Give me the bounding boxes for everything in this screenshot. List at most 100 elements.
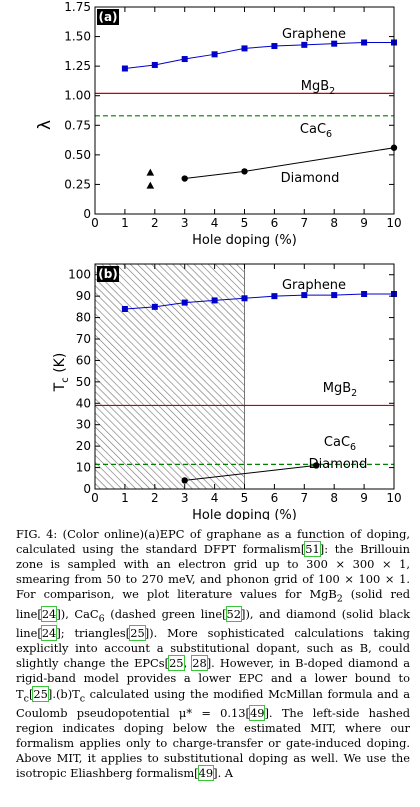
reference-link[interactable]: 25: [129, 625, 146, 642]
x-tick-label: 10: [386, 216, 401, 230]
reference-link[interactable]: 28: [191, 655, 208, 672]
x-tick-label: 5: [241, 491, 249, 505]
x-tick-label: 1: [121, 491, 129, 505]
y-tick-label: 1.50: [64, 30, 91, 44]
y-tick-label: 10: [76, 461, 91, 475]
x-tick-label: 7: [300, 216, 308, 230]
mgb2-label: MgB2: [301, 79, 335, 97]
reference-link[interactable]: 52: [225, 605, 242, 622]
diamond-label: Diamond: [281, 171, 340, 186]
x-tick-label: 9: [360, 216, 368, 230]
data-point-graphene: [331, 40, 338, 47]
data-point-graphene: [271, 293, 278, 300]
data-point-graphene: [271, 43, 278, 50]
figure: 0 1 2 3 4 5 6 7 8 9 1000.250.500.751.001.251.501.7…: [35, 0, 402, 520]
x-tick-label: 7: [300, 491, 308, 505]
y-tick-label: 60: [76, 353, 91, 367]
x-tick-label: 4: [211, 216, 219, 230]
data-point-diamond: [241, 168, 248, 175]
y-tick-label: 0.50: [64, 148, 91, 162]
data-point-graphene: [121, 65, 128, 72]
data-point-graphene: [181, 56, 188, 63]
data-point-diamond: [181, 175, 188, 182]
data-point-graphene: [121, 306, 128, 312]
data-point-graphene: [181, 299, 188, 306]
panel-label: (a): [98, 10, 117, 24]
x-tick-label: 8: [330, 491, 338, 505]
x-tick-label: 6: [271, 216, 279, 230]
plot-frame: [94, 6, 395, 215]
data-point-graphene: [301, 292, 308, 299]
x-tick-label: 3: [181, 491, 189, 505]
x-tick-label: 0: [91, 491, 99, 505]
x-tick-label: 9: [360, 491, 368, 505]
data-point-graphene: [241, 45, 248, 52]
diamond-label: Diamond: [309, 457, 368, 472]
x-tick-label: 1: [121, 216, 129, 230]
x-tick-label: 8: [330, 216, 338, 230]
panel-label-box: [97, 9, 119, 25]
reference-link[interactable]: 24: [40, 625, 58, 642]
x-tick-label: 6: [271, 491, 279, 505]
y-tick-label: 1.25: [64, 59, 91, 73]
y-tick-label: 0: [83, 207, 91, 221]
data-point-graphene: [241, 295, 248, 302]
y-tick-label: 0: [83, 482, 91, 496]
x-axis-label: Hole doping (%): [192, 233, 297, 248]
x-tick-label: 2: [151, 491, 159, 505]
data-point-graphene: [151, 61, 158, 68]
data-point-diamond: [181, 477, 188, 484]
series-line-diamond: [184, 464, 317, 481]
data-point-graphene: [211, 51, 218, 58]
data-point-graphene: [151, 303, 158, 310]
reference-link[interactable]: 49: [197, 765, 215, 782]
y-tick-label: 30: [76, 418, 91, 432]
y-tick-label: 1.00: [64, 89, 91, 103]
y-tick-label: 70: [76, 332, 91, 346]
panel-label-box: [97, 266, 119, 282]
cac6-label: CaC6: [300, 122, 332, 140]
reference-link[interactable]: 49: [249, 704, 266, 721]
graphene-label: Graphene: [282, 27, 346, 42]
x-tick-label: 2: [151, 216, 159, 230]
reference-link[interactable]: 24: [40, 605, 58, 622]
reference-link[interactable]: 25: [168, 655, 185, 672]
data-point-graphene: [301, 41, 308, 48]
data-point-graphene: [361, 291, 368, 297]
hatched-region: [95, 264, 245, 489]
series-line-graphene: [124, 293, 394, 310]
graphene-label: Graphene: [282, 278, 346, 293]
y-tick-label: 50: [76, 375, 91, 389]
x-tick-label: 10: [386, 491, 401, 505]
panel-label: (b): [98, 267, 118, 281]
y-tick-label: 40: [76, 396, 91, 410]
series-line-graphene: [124, 41, 394, 70]
y-tick-label: 0.75: [64, 118, 91, 132]
cac6-label: CaC6: [324, 435, 356, 453]
x-tick-label: 0: [91, 216, 99, 230]
x-tick-label: 4: [211, 491, 219, 505]
data-point-graphene: [211, 297, 218, 304]
data-point-diamond: [313, 462, 320, 469]
y-axis-label: λ: [35, 120, 55, 130]
x-tick-label: 3: [181, 216, 189, 230]
reference-link[interactable]: 25: [32, 685, 49, 702]
figure-caption: FIG. 4: (Color online)(a)EPC of graphane…: [16, 527, 410, 782]
y-tick-label: 80: [76, 311, 91, 325]
y-tick-label: 100: [68, 268, 91, 282]
y-tick-label: 0.25: [64, 177, 91, 191]
x-tick-label: 5: [241, 216, 249, 230]
y-axis-label: Tc (K): [52, 353, 71, 393]
y-tick-label: 90: [76, 289, 91, 303]
reference-link[interactable]: 51: [304, 541, 321, 558]
data-point-triangle: [146, 168, 155, 176]
panel-a: 0 1 2 3 4 5 6 7 8 9 10 0 0.25 0.50 0.75 1.00 1.25 1.50 1.7…: [35, 0, 402, 248]
x-axis-label: Hole doping (%): [192, 508, 297, 520]
data-point-graphene: [361, 39, 368, 46]
y-tick-label: 1.75: [64, 0, 91, 14]
y-tick-label: 20: [76, 439, 91, 453]
data-point-graphene: [331, 292, 338, 299]
data-point-triangle: [146, 181, 155, 189]
mgb2-label: MgB2: [323, 381, 357, 399]
